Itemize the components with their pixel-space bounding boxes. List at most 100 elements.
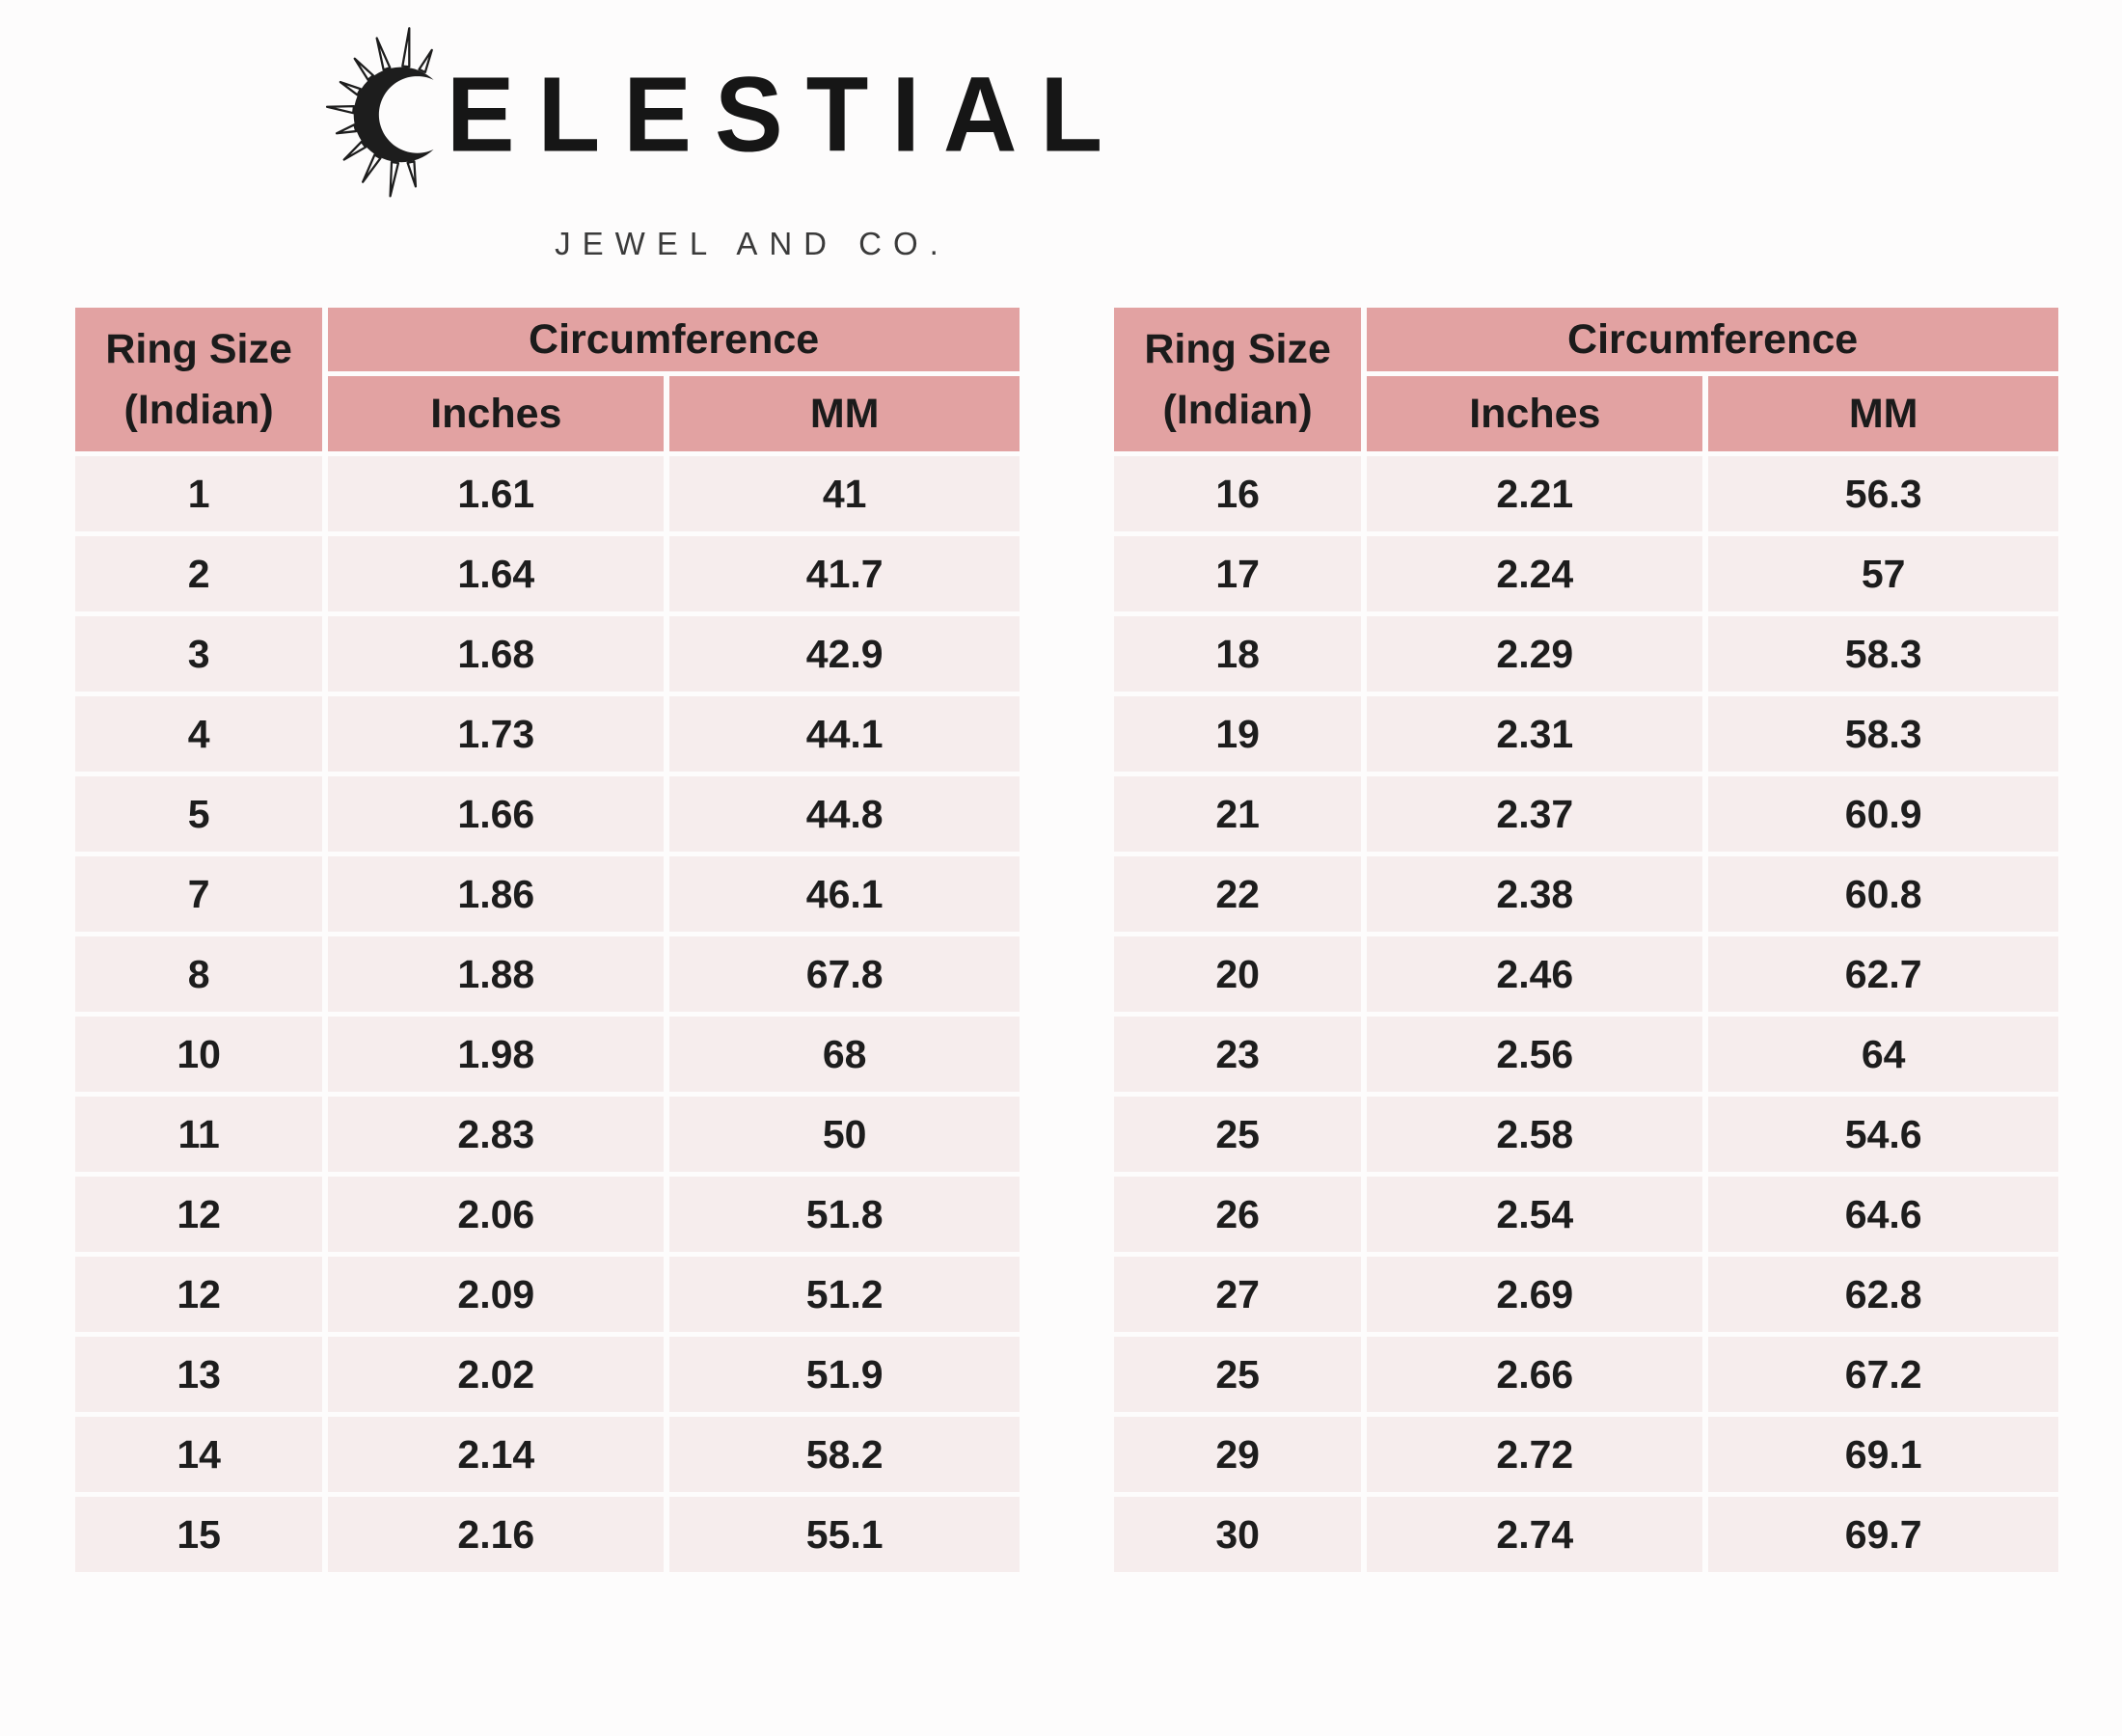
ring-size-cell: 3 — [75, 616, 323, 692]
ring-size-cell: 25 — [1114, 1097, 1362, 1172]
mm-cell: 46.1 — [669, 856, 1020, 932]
table-row: 8 1.88 67.8 — [75, 936, 1020, 1012]
table-row: 22 2.38 60.8 — [1114, 856, 2058, 932]
table-row: 19 2.31 58.3 — [1114, 696, 2058, 772]
table-row: 17 2.24 57 — [1114, 536, 2058, 611]
inches-cell: 1.61 — [328, 456, 665, 531]
ring-size-cell: 18 — [1114, 616, 1362, 692]
inches-cell: 2.31 — [1367, 696, 1703, 772]
mm-cell: 51.9 — [669, 1337, 1020, 1412]
table-row: 30 2.74 69.7 — [1114, 1497, 2058, 1572]
mm-cell: 64 — [1708, 1017, 2058, 1092]
mm-cell: 60.9 — [1708, 776, 2058, 852]
brand-subtitle: JEWEL AND CO. — [555, 226, 950, 261]
inches-cell: 2.02 — [328, 1337, 665, 1412]
ring-size-cell: 5 — [75, 776, 323, 852]
ring-size-header: Ring Size (Indian) — [75, 308, 323, 451]
mm-cell: 69.1 — [1708, 1417, 2058, 1492]
mm-cell: 58.2 — [669, 1417, 1020, 1492]
inches-cell: 2.56 — [1367, 1017, 1703, 1092]
table-row: 20 2.46 62.7 — [1114, 936, 2058, 1012]
inches-cell: 2.46 — [1367, 936, 1703, 1012]
table-row: 2 1.64 41.7 — [75, 536, 1020, 611]
circumference-header: Circumference — [328, 308, 1020, 371]
inches-cell: 2.24 — [1367, 536, 1703, 611]
ring-size-cell: 13 — [75, 1337, 323, 1412]
inches-cell: 2.09 — [328, 1257, 665, 1332]
mm-cell: 51.8 — [669, 1177, 1020, 1252]
ring-size-cell: 27 — [1114, 1257, 1362, 1332]
ring-size-header: Ring Size (Indian) — [1114, 308, 1362, 451]
ring-size-cell: 2 — [75, 536, 323, 611]
mm-header: MM — [1708, 376, 2058, 451]
inches-cell: 1.64 — [328, 536, 665, 611]
table-row: 16 2.21 56.3 — [1114, 456, 2058, 531]
table-row: 23 2.56 64 — [1114, 1017, 2058, 1092]
inches-cell: 2.06 — [328, 1177, 665, 1252]
inches-cell: 2.37 — [1367, 776, 1703, 852]
brand-name: ELESTIAL — [446, 55, 1127, 175]
circumference-header: Circumference — [1367, 308, 2058, 371]
mm-cell: 60.8 — [1708, 856, 2058, 932]
table-row: 29 2.72 69.1 — [1114, 1417, 2058, 1492]
mm-cell: 41.7 — [669, 536, 1020, 611]
inches-cell: 2.14 — [328, 1417, 665, 1492]
table-row: 4 1.73 44.1 — [75, 696, 1020, 772]
inches-cell: 2.54 — [1367, 1177, 1703, 1252]
ring-size-cell: 8 — [75, 936, 323, 1012]
ring-size-cell: 17 — [1114, 536, 1362, 611]
mm-cell: 58.3 — [1708, 616, 2058, 692]
inches-cell: 1.73 — [328, 696, 665, 772]
ring-size-cell: 23 — [1114, 1017, 1362, 1092]
mm-cell: 44.8 — [669, 776, 1020, 852]
inches-cell: 2.66 — [1367, 1337, 1703, 1412]
ring-size-cell: 14 — [75, 1417, 323, 1492]
table-row: 3 1.68 42.9 — [75, 616, 1020, 692]
inches-cell: 2.29 — [1367, 616, 1703, 692]
table-row: 7 1.86 46.1 — [75, 856, 1020, 932]
mm-cell: 44.1 — [669, 696, 1020, 772]
ring-size-cell: 4 — [75, 696, 323, 772]
table-body: 1 1.61 41 2 1.64 41.7 3 1.68 42.9 4 1.73 44.1 5 1.66 4… — [75, 456, 1020, 1572]
inches-cell: 1.98 — [328, 1017, 665, 1092]
brand-header: ELESTIAL JEWEL AND CO. — [289, 0, 1157, 262]
ring-size-cell: 1 — [75, 456, 323, 531]
ring-size-cell: 30 — [1114, 1497, 1362, 1572]
inches-header: Inches — [328, 376, 665, 451]
table-row: 18 2.29 58.3 — [1114, 616, 2058, 692]
inches-header: Inches — [1367, 376, 1703, 451]
inches-cell: 2.16 — [328, 1497, 665, 1572]
table-row: 12 2.06 51.8 — [75, 1177, 1020, 1252]
table-body: 16 2.21 56.3 17 2.24 57 18 2.29 58.3 19 2.31 58.3 21… — [1114, 456, 2058, 1572]
mm-cell: 56.3 — [1708, 456, 2058, 531]
mm-cell: 55.1 — [669, 1497, 1020, 1572]
table-row: 14 2.14 58.2 — [75, 1417, 1020, 1492]
ring-size-cell: 26 — [1114, 1177, 1362, 1252]
ring-size-cell: 19 — [1114, 696, 1362, 772]
ring-size-table-left: Ring Size (Indian) Circumference Inches … — [69, 303, 1025, 1577]
ring-size-cell: 25 — [1114, 1337, 1362, 1412]
ring-size-cell: 12 — [75, 1177, 323, 1252]
mm-cell: 62.8 — [1708, 1257, 2058, 1332]
inches-cell: 2.21 — [1367, 456, 1703, 531]
mm-cell: 54.6 — [1708, 1097, 2058, 1172]
table-row: 21 2.37 60.9 — [1114, 776, 2058, 852]
ring-size-cell: 21 — [1114, 776, 1362, 852]
mm-cell: 50 — [669, 1097, 1020, 1172]
ring-size-cell: 7 — [75, 856, 323, 932]
table-row: 1 1.61 41 — [75, 456, 1020, 531]
mm-cell: 67.2 — [1708, 1337, 2058, 1412]
table-row: 11 2.83 50 — [75, 1097, 1020, 1172]
ring-size-header-line2: (Indian) — [123, 386, 274, 433]
size-charts: Ring Size (Indian) Circumference Inches … — [0, 303, 2122, 1577]
inches-cell: 2.58 — [1367, 1097, 1703, 1172]
mm-cell: 69.7 — [1708, 1497, 2058, 1572]
sun-crescent-moon-icon — [325, 27, 434, 198]
mm-cell: 51.2 — [669, 1257, 1020, 1332]
table-row: 13 2.02 51.9 — [75, 1337, 1020, 1412]
ring-size-cell: 15 — [75, 1497, 323, 1572]
ring-size-cell: 20 — [1114, 936, 1362, 1012]
table-row: 15 2.16 55.1 — [75, 1497, 1020, 1572]
ring-size-header-line1: Ring Size — [105, 326, 292, 373]
ring-size-cell: 29 — [1114, 1417, 1362, 1492]
